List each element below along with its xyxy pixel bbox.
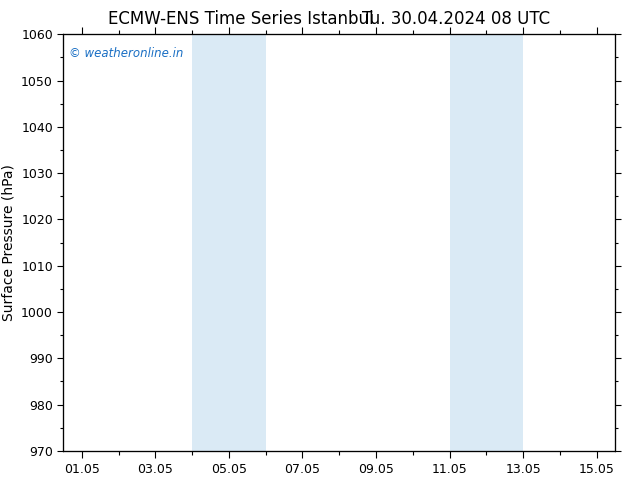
- Bar: [192, 34, 266, 451]
- Bar: [450, 34, 523, 451]
- Text: ECMW-ENS Time Series Istanbul: ECMW-ENS Time Series Istanbul: [108, 10, 373, 28]
- Y-axis label: Surface Pressure (hPa): Surface Pressure (hPa): [1, 164, 16, 321]
- Text: © weatheronline.in: © weatheronline.in: [69, 47, 183, 60]
- Text: Tu. 30.04.2024 08 UTC: Tu. 30.04.2024 08 UTC: [363, 10, 550, 28]
